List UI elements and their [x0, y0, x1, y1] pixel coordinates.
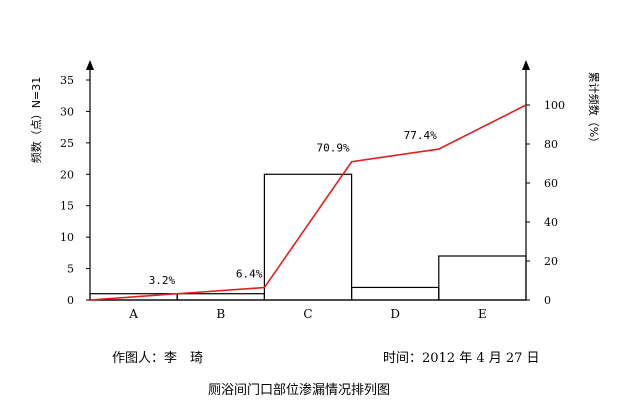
category-label: C	[303, 307, 312, 321]
right-tick-label: 60	[544, 177, 558, 190]
bar-C	[263, 173, 353, 301]
right-tick-label: 20	[544, 255, 558, 268]
bar-D	[351, 286, 440, 301]
category-label: B	[216, 307, 225, 321]
right-tick-label: 0	[544, 294, 551, 307]
category-label: A	[128, 307, 138, 321]
bar-E	[438, 255, 527, 301]
right-axis-title: 累计频数（%）	[587, 72, 601, 148]
left-tick-label: 20	[60, 168, 74, 181]
left-tick-label: 35	[60, 74, 74, 87]
category-label: E	[478, 307, 487, 321]
right-tick-label: 80	[544, 138, 558, 151]
left-tick-label: 10	[60, 231, 74, 244]
cumulative-data-label: 3.2%	[149, 274, 176, 287]
right-tick-label: 40	[544, 216, 558, 229]
left-axis-arrow	[86, 60, 94, 70]
right-tick-label: 100	[544, 99, 565, 112]
date-label: 时间：2012 年 4 月 27 日	[383, 351, 540, 366]
right-axis-arrow	[522, 60, 530, 70]
cumulative-line	[89, 104, 527, 301]
category-label: D	[390, 307, 400, 321]
chart-caption: 厕浴间门口部位渗漏情况排列图	[208, 383, 391, 398]
left-axis-title: 频数（点）N=31	[29, 77, 43, 163]
cumulative-data-label: 70.9%	[316, 142, 349, 155]
left-tick-label: 5	[67, 263, 74, 276]
cumulative-data-label: 6.4%	[236, 268, 263, 281]
left-tick-label: 30	[60, 105, 74, 118]
left-tick-label: 0	[67, 294, 74, 307]
left-tick-label: 25	[60, 137, 74, 150]
bar-B	[176, 293, 265, 301]
left-tick-label: 15	[60, 200, 74, 213]
author-label: 作图人：李 琦	[112, 351, 204, 366]
cumulative-data-label: 77.4%	[404, 129, 437, 142]
